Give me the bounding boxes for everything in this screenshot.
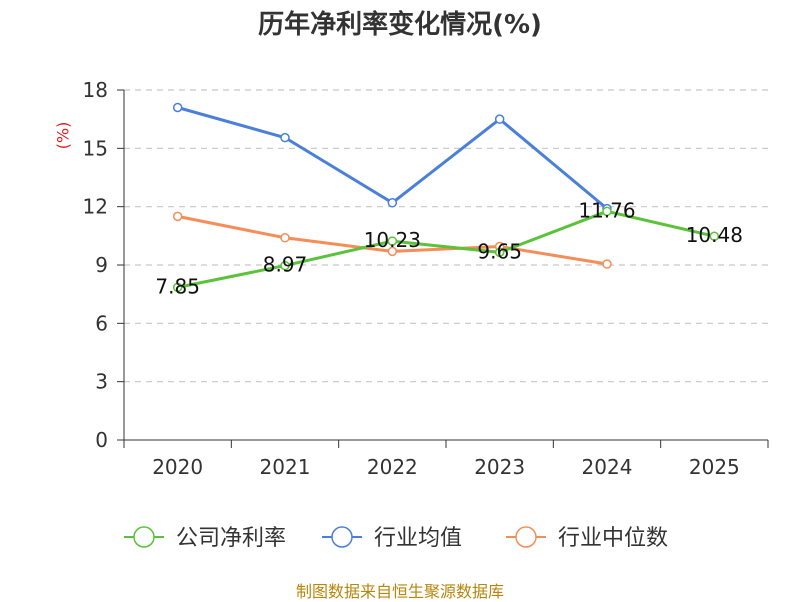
data-label: 9.65 [477,239,522,263]
legend-label: 行业均值 [374,526,462,551]
legend-marker [515,526,537,548]
data-point [280,233,290,243]
x-tick-label: 2025 [689,455,740,479]
data-point [280,260,290,271]
x-tick-label: 2020 [152,455,203,479]
data-point [494,247,505,258]
data-point [172,211,183,222]
data-point [387,236,398,246]
x-tick-label: 2023 [474,455,525,479]
series-line [177,106,608,210]
data-point [280,132,290,143]
data-point [172,282,183,293]
data-label: 11.76 [578,198,635,222]
series-line [177,209,715,289]
data-point [387,198,398,208]
legend-marker [133,526,155,548]
data-point [709,231,720,241]
data-label: 10.23 [364,228,421,252]
data-point [602,206,612,217]
chart-title: 历年净利率变化情况(%) [258,10,542,40]
legend-label: 公司净利率 [176,526,286,551]
source-note: 制图数据来自恒生聚源数据库 [295,582,504,601]
data-point [387,246,398,257]
y-tick-label: 9 [95,253,108,277]
y-tick-label: 15 [83,136,108,160]
y-tick-label: 12 [83,195,108,219]
data-label: 8.97 [263,253,308,277]
data-point [494,114,505,124]
x-tick-label: 2022 [367,455,418,479]
y-tick-label: 0 [95,428,108,452]
data-point [602,259,612,269]
y-tick-label: 18 [83,78,108,102]
data-point [172,102,183,113]
data-label: 7.85 [155,274,200,298]
y-tick-label: 3 [95,370,108,394]
data-label: 10.48 [686,223,743,247]
legend-label: 行业中位数 [558,526,668,551]
x-tick-label: 2024 [582,455,633,479]
y-tick-label: 6 [95,311,108,335]
legend-marker [331,526,353,548]
x-tick-label: 2021 [260,455,311,479]
